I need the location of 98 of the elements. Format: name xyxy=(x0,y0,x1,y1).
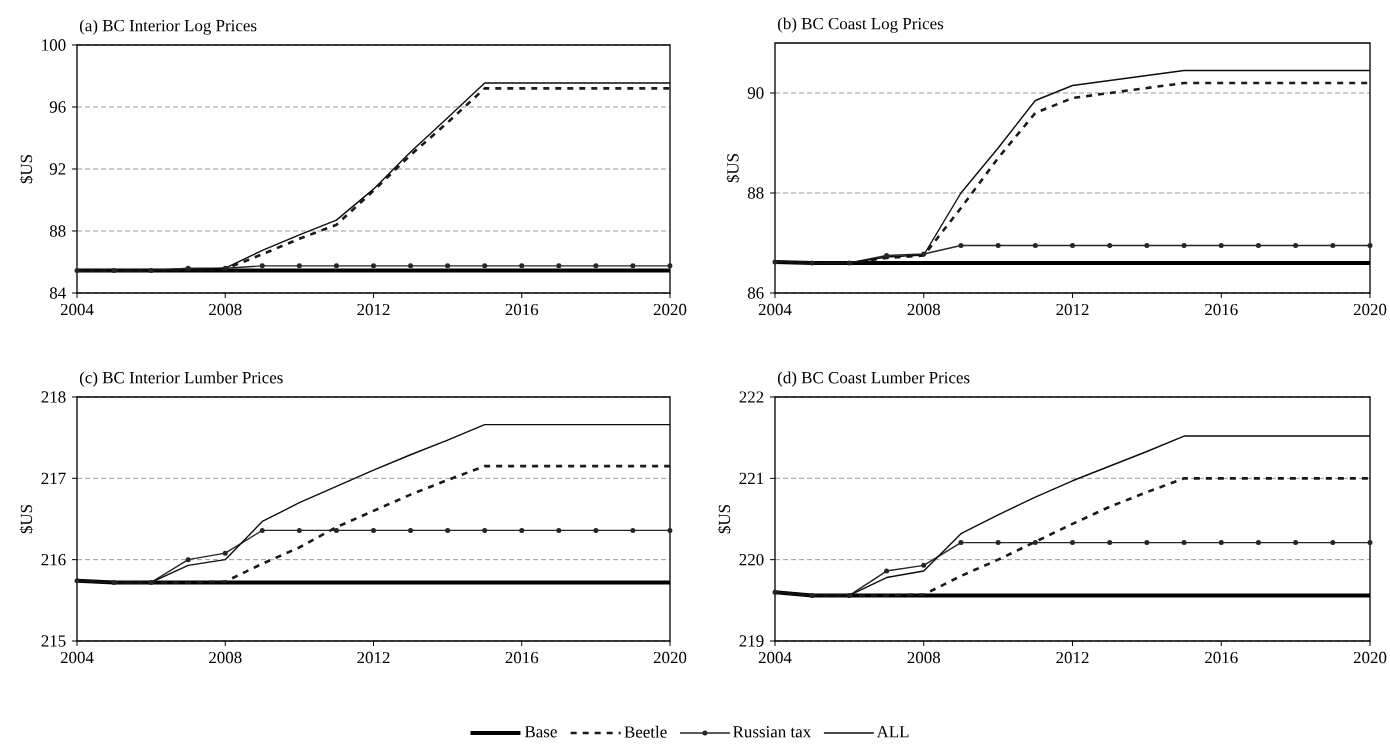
x-tick-label: 2020 xyxy=(1353,651,1387,664)
x-tick-label: 2004 xyxy=(758,303,792,316)
point xyxy=(772,589,778,595)
point xyxy=(222,550,228,556)
x-tick-label: 2012 xyxy=(1056,651,1089,664)
point xyxy=(1070,243,1076,248)
point xyxy=(1181,243,1187,248)
point xyxy=(148,579,154,585)
x-tick-label: 2008 xyxy=(209,651,242,664)
y-tick-label: 221 xyxy=(739,472,764,484)
y-tick-label: 96 xyxy=(49,101,66,113)
point xyxy=(185,557,191,563)
x-tick-label: 2008 xyxy=(907,651,941,664)
point xyxy=(333,527,339,533)
legend-label: Russian tax xyxy=(733,726,811,738)
point xyxy=(1218,540,1224,546)
point xyxy=(995,243,1001,248)
point xyxy=(1367,243,1373,248)
y-tick-label: 88 xyxy=(49,225,66,237)
x-tick-label: 2016 xyxy=(505,303,539,316)
x-tick-label: 2012 xyxy=(357,651,390,664)
point xyxy=(884,253,890,258)
x-tick-label: 2008 xyxy=(907,303,941,316)
x-tick-label: 2012 xyxy=(1056,303,1089,316)
point xyxy=(519,527,525,533)
point xyxy=(1330,243,1336,248)
point xyxy=(371,527,376,533)
y-tick-label: 86 xyxy=(747,287,764,299)
x-tick-label: 2016 xyxy=(505,651,539,664)
point xyxy=(1032,243,1038,248)
chart-title: (c) BC Interior Lumber Prices xyxy=(79,371,283,387)
legend-label: Beetle xyxy=(624,725,667,738)
point xyxy=(667,527,673,533)
point xyxy=(995,540,1001,546)
point xyxy=(1330,540,1336,546)
point xyxy=(1107,540,1113,546)
y-tick-label: 90 xyxy=(747,87,764,99)
legend-label: ALL xyxy=(876,726,909,738)
point xyxy=(296,527,302,533)
point xyxy=(1367,540,1373,546)
point xyxy=(958,243,964,248)
x-tick-label: 2016 xyxy=(1205,651,1238,664)
x-tick-label: 2008 xyxy=(209,303,242,316)
y-tick-label: 100 xyxy=(42,39,66,51)
y-axis-title: $US xyxy=(726,153,740,183)
chart-title: (a) BC Interior Log Prices xyxy=(79,19,257,35)
y-tick-label: 217 xyxy=(41,472,66,484)
y-tick-label: 219 xyxy=(739,635,764,647)
point xyxy=(556,527,562,533)
x-tick-label: 2020 xyxy=(653,303,687,316)
x-tick-label: 2016 xyxy=(1205,303,1238,316)
point xyxy=(1144,540,1150,546)
point xyxy=(1218,243,1224,248)
y-tick-label: 84 xyxy=(49,287,66,299)
point xyxy=(809,260,815,266)
point xyxy=(958,540,964,546)
point xyxy=(1181,540,1187,546)
point xyxy=(1070,540,1076,546)
x-tick-label: 2004 xyxy=(758,651,792,664)
y-axis-title: $US xyxy=(19,154,34,184)
y-tick-label: 215 xyxy=(41,635,66,647)
point xyxy=(1293,540,1299,546)
chart-title: (b) BC Coast Log Prices xyxy=(777,17,944,33)
point xyxy=(1107,243,1113,248)
point xyxy=(445,527,451,533)
chart-title: (d) BC Coast Lumber Prices xyxy=(777,371,970,387)
point xyxy=(74,578,80,584)
point xyxy=(809,592,815,598)
y-axis-title: $US xyxy=(717,504,732,534)
point xyxy=(884,568,890,574)
point xyxy=(482,527,488,533)
y-tick-label: 218 xyxy=(41,391,66,403)
y-tick-label: 92 xyxy=(49,163,66,175)
point xyxy=(111,579,117,585)
point xyxy=(921,251,927,257)
x-tick-label: 2020 xyxy=(653,651,687,664)
y-tick-label: 216 xyxy=(41,553,66,566)
point xyxy=(259,527,265,533)
point xyxy=(408,527,414,533)
legend-label: Base xyxy=(524,726,557,738)
point xyxy=(846,260,852,266)
point xyxy=(1255,243,1261,248)
point xyxy=(1255,540,1261,546)
x-tick-label: 2020 xyxy=(1353,303,1387,316)
y-tick-label: 88 xyxy=(747,187,764,199)
point xyxy=(1032,540,1038,546)
point xyxy=(921,562,927,568)
x-tick-label: 2012 xyxy=(357,303,390,316)
x-tick-label: 2004 xyxy=(60,651,94,664)
y-tick-label: 222 xyxy=(739,391,764,403)
point xyxy=(593,527,599,533)
y-axis-title: $US xyxy=(19,504,34,534)
point xyxy=(846,592,852,598)
point xyxy=(1293,243,1299,248)
x-tick-label: 2004 xyxy=(60,303,94,316)
y-tick-label: 220 xyxy=(739,553,764,566)
point xyxy=(630,527,636,533)
point xyxy=(1144,243,1150,248)
